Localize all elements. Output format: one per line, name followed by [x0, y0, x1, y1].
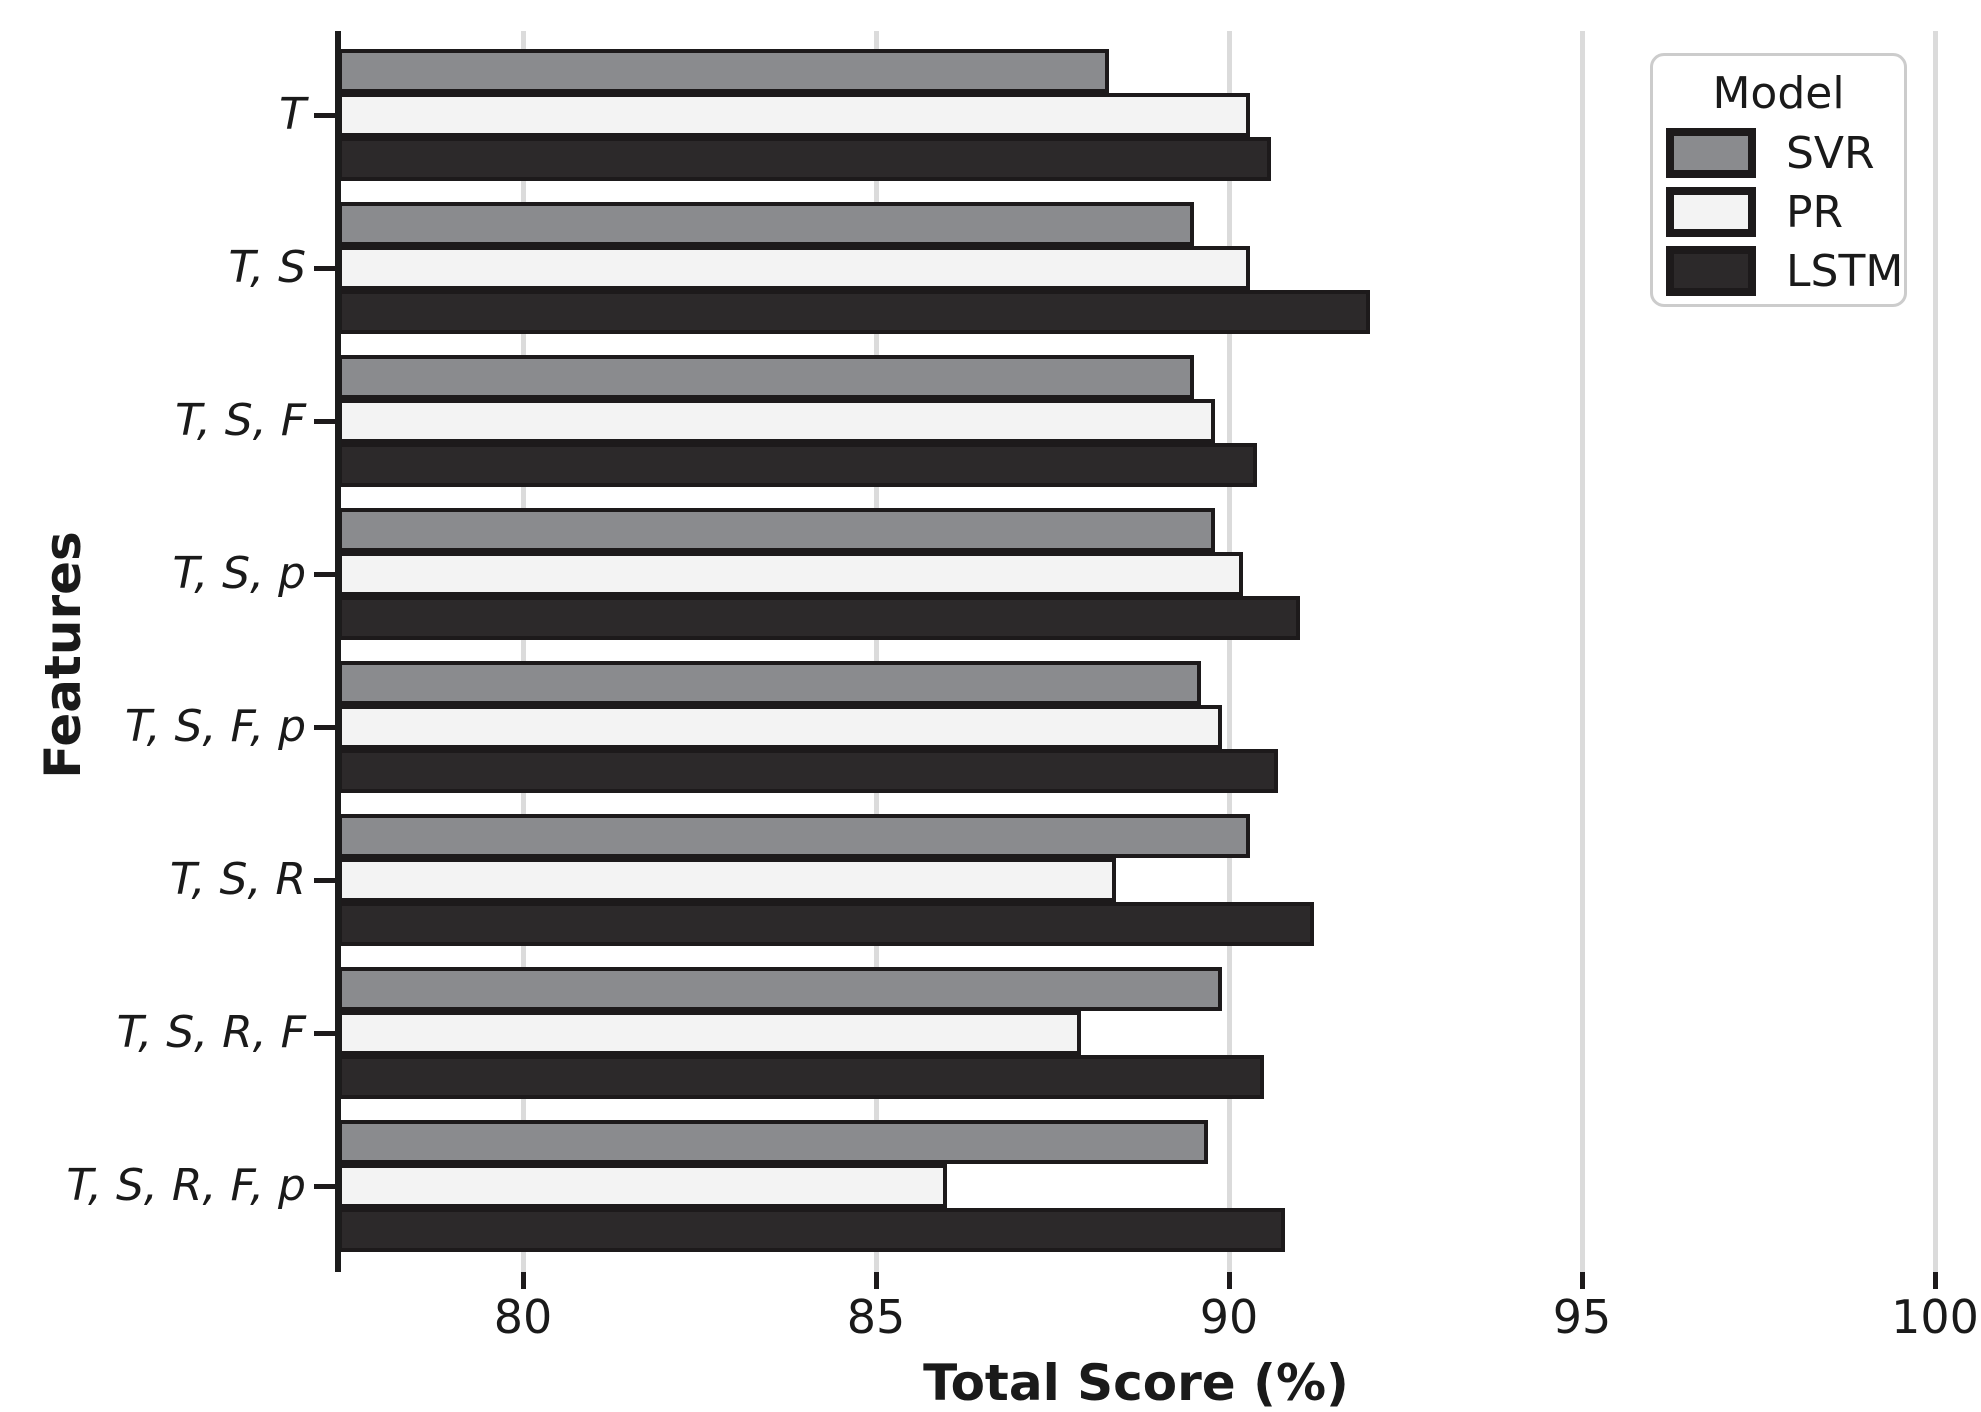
bar-svr	[338, 202, 1194, 246]
bar-pr	[338, 552, 1244, 596]
bar-lstm	[338, 596, 1300, 640]
y-tick-label: T, S, R, F, p	[66, 1160, 306, 1211]
x-tick-label: 85	[846, 1290, 906, 1344]
y-tick-mark	[314, 418, 335, 424]
y-tick-label: T, S, F, p	[124, 701, 306, 752]
y-tick-label: T, S, R	[169, 854, 306, 905]
y-tick-label: T	[279, 89, 306, 140]
x-axis-title: Total Score (%)	[923, 1354, 1349, 1412]
legend-swatch-pr	[1666, 187, 1756, 237]
x-tick-mark	[873, 1272, 879, 1289]
legend-entry-pr: PR	[1666, 187, 1896, 239]
bar-lstm	[338, 902, 1314, 946]
bar-lstm	[338, 290, 1371, 334]
bar-lstm	[338, 443, 1258, 487]
bar-svr	[338, 508, 1215, 552]
bar-lstm	[338, 137, 1272, 181]
bar-pr	[338, 858, 1117, 902]
bar-pr	[338, 1164, 947, 1208]
legend-entry-label: SVR	[1786, 128, 1875, 179]
bar-lstm	[338, 749, 1279, 793]
y-tick-mark	[314, 1030, 335, 1036]
legend-entry-label: PR	[1786, 187, 1844, 238]
x-tick-mark	[1579, 1272, 1585, 1289]
y-tick-label: T, S	[228, 242, 306, 293]
bar-pr	[338, 93, 1251, 137]
x-tick-mark	[520, 1272, 526, 1289]
bar-pr	[338, 1011, 1081, 1055]
bar-svr	[338, 355, 1194, 399]
bar-svr	[338, 49, 1109, 93]
gridline	[1932, 31, 1938, 1272]
bar-svr	[338, 814, 1251, 858]
x-tick-mark	[1226, 1272, 1232, 1289]
y-axis-spine	[335, 31, 341, 1272]
bar-svr	[338, 1120, 1208, 1164]
bar-pr	[338, 399, 1215, 443]
y-tick-label: T, S, p	[172, 548, 306, 599]
bar-pr	[338, 246, 1251, 290]
legend-swatch-svr	[1666, 128, 1756, 178]
gridline	[873, 31, 879, 1272]
x-tick-label: 100	[1891, 1290, 1979, 1344]
y-tick-label: T, S, F	[175, 395, 306, 446]
gridline	[1226, 31, 1232, 1272]
y-tick-mark	[314, 724, 335, 730]
bar-pr	[338, 705, 1222, 749]
x-tick-label: 80	[493, 1290, 553, 1344]
legend-entry-label: LSTM	[1786, 246, 1904, 297]
bar-svr	[338, 967, 1222, 1011]
legend-entry-lstm: LSTM	[1666, 246, 1903, 298]
gridline	[1579, 31, 1585, 1272]
y-axis-title: Features	[34, 531, 92, 779]
legend: Model SVR PR LSTM	[1650, 53, 1907, 307]
gridline	[520, 31, 526, 1272]
y-tick-mark	[314, 265, 335, 271]
x-tick-label: 95	[1552, 1290, 1612, 1344]
x-tick-label: 90	[1199, 1290, 1259, 1344]
y-tick-mark	[314, 112, 335, 118]
legend-entry-svr: SVR	[1666, 128, 1896, 180]
bar-lstm	[338, 1208, 1286, 1252]
y-tick-mark	[314, 877, 335, 883]
bar-lstm	[338, 1055, 1265, 1099]
bar-svr	[338, 661, 1201, 705]
y-tick-mark	[314, 1183, 335, 1189]
y-tick-mark	[314, 571, 335, 577]
y-tick-label: T, S, R, F	[116, 1007, 306, 1058]
legend-title: Model	[1712, 68, 1845, 119]
legend-swatch-lstm	[1666, 246, 1756, 296]
x-tick-mark	[1932, 1272, 1938, 1289]
